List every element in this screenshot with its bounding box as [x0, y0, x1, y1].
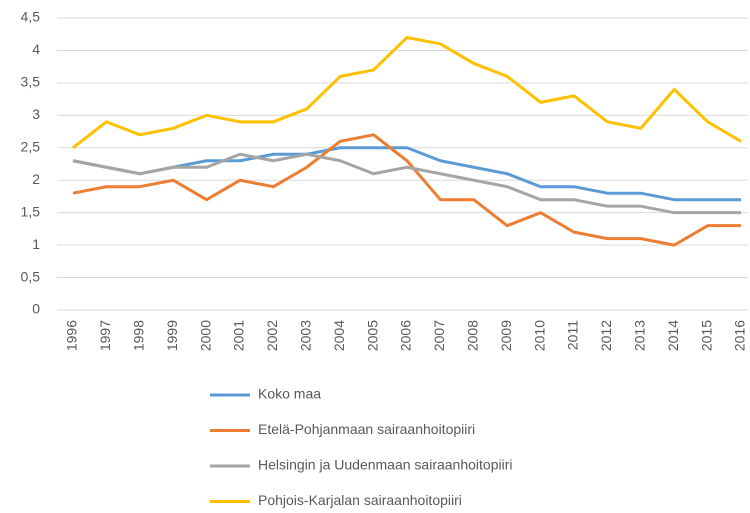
x-tick-label: 1996: [64, 320, 80, 351]
series-line: [72, 133, 741, 247]
series-line: [72, 152, 741, 215]
x-tick-label: 2012: [598, 320, 614, 351]
x-tick-label: 1997: [97, 320, 113, 351]
x-tick-label: 2002: [264, 320, 280, 351]
legend-label: Helsingin ja Uudenmaan sairaanhoitopiiri: [258, 457, 512, 473]
x-tick-label: 2001: [231, 320, 247, 351]
y-tick-label: 2,5: [21, 138, 41, 154]
x-tick-label: 2006: [398, 320, 414, 351]
y-tick-label: 3,5: [21, 74, 41, 90]
x-tick-label: 2010: [531, 320, 547, 351]
legend-label: Etelä-Pohjanmaan sairaanhoitopiiri: [258, 421, 475, 437]
x-tick-label: 2016: [732, 320, 748, 351]
x-tick-label: 2014: [665, 320, 681, 351]
x-tick-label: 1998: [131, 320, 147, 351]
y-tick-label: 1: [32, 236, 40, 252]
x-tick-label: 2015: [698, 320, 714, 351]
x-tick-label: 1999: [164, 320, 180, 351]
series-line: [72, 146, 741, 202]
legend-label: Pohjois-Karjalan sairaanhoitopiiri: [258, 492, 462, 508]
x-tick-label: 2003: [298, 320, 314, 351]
x-tick-label: 2009: [498, 320, 514, 351]
y-tick-label: 2: [32, 171, 40, 187]
x-tick-label: 2011: [565, 320, 581, 350]
x-tick-label: 2004: [331, 320, 347, 351]
y-tick-label: 0,5: [21, 268, 41, 284]
y-tick-label: 0: [32, 301, 40, 317]
x-tick-label: 2008: [465, 320, 481, 351]
legend-label: Koko maa: [258, 386, 321, 402]
y-tick-label: 4,5: [21, 9, 41, 25]
y-tick-label: 1,5: [21, 203, 41, 219]
x-tick-label: 2013: [632, 320, 648, 351]
x-tick-label: 2007: [431, 320, 447, 351]
x-tick-label: 2005: [364, 320, 380, 351]
y-tick-label: 4: [32, 41, 40, 57]
x-tick-label: 2000: [197, 320, 213, 351]
series-line: [72, 35, 742, 149]
y-tick-label: 3: [32, 106, 40, 122]
